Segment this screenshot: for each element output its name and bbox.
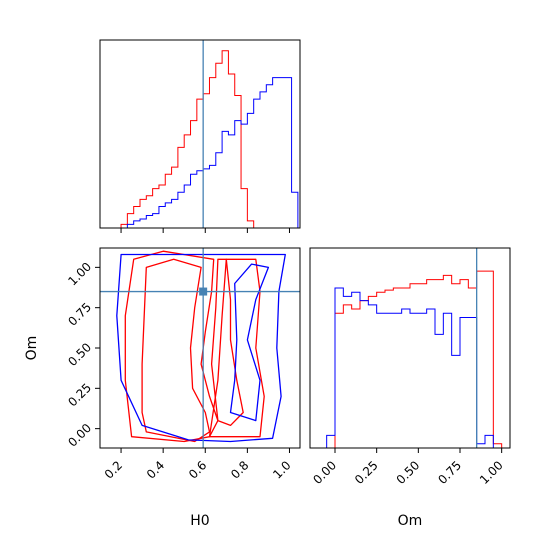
contour-H0-Om-ytick-label-2: 0.50 — [65, 340, 94, 369]
contour-H0-Om-xtick-label-0: 0.2 — [102, 458, 125, 481]
hist-Om-xtick-label-2: 0.50 — [394, 458, 423, 487]
contour-H0-Om-xtick-label-3: 0.8 — [228, 458, 251, 481]
hist-Om-xtick-label-3: 0.75 — [435, 458, 464, 487]
contour-H0-Om-ytick-label-4: 1.00 — [65, 260, 94, 289]
contour-H0-Om-contour-4 — [116, 253, 286, 443]
contour-H0-Om-ytick-label-1: 0.25 — [65, 381, 94, 410]
hist-Om-series-1 — [326, 287, 502, 448]
contour-H0-Om-truth-marker — [199, 287, 208, 296]
xlabel-h0: H0 — [190, 513, 209, 529]
contour-H0-Om-xtick-label-2: 0.6 — [186, 458, 209, 481]
contour-H0-Om-contour-5 — [229, 263, 270, 422]
hist-H0-series-1 — [110, 77, 299, 228]
hist-Om-frame — [309, 247, 511, 449]
hist-Om-xtick-label-1: 0.25 — [352, 458, 381, 487]
contour-H0-Om-xtick-label-1: 0.4 — [144, 458, 167, 481]
contour-H0-Om-contour-0 — [141, 258, 211, 443]
contour-H0-Om-contour-1 — [124, 250, 219, 443]
contour-H0-Om-ytick-label-3: 0.75 — [65, 300, 94, 329]
contour-H0-Om-contour-3 — [208, 258, 265, 438]
contour-H0-Om-contour-2 — [210, 258, 244, 427]
contour-H0-Om-contour-group — [116, 250, 286, 443]
contour-H0-Om-ytick-label-0: 0.00 — [65, 421, 94, 450]
hist-Om-xtick-label-0: 0.00 — [310, 458, 339, 487]
xlabel-om: Om — [398, 513, 423, 529]
hist-H0-frame — [99, 39, 301, 229]
hist-Om-series-group — [326, 270, 503, 448]
hist-Om-series-0 — [326, 270, 503, 448]
contour-H0-Om-xtick-label-4: 1.0 — [270, 458, 293, 481]
hist-Om-xtick-label-4: 1.00 — [477, 458, 506, 487]
ylabel-om: Om — [24, 336, 40, 361]
hist-H0-series-0 — [110, 50, 298, 228]
hist-H0-series-group — [110, 50, 299, 228]
